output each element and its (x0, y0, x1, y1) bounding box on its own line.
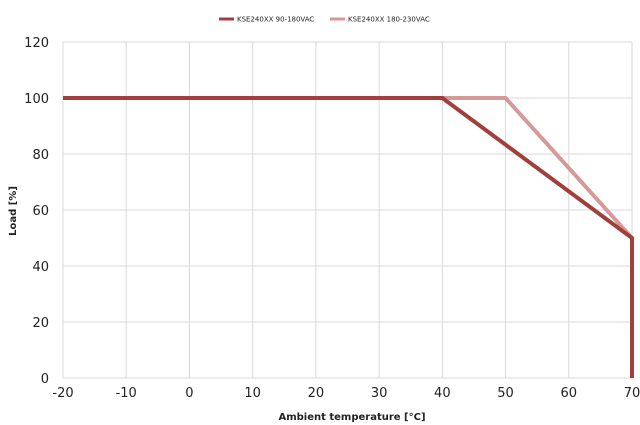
legend: KSE240XX 90-180VAC KSE240XX 180-230VAC (219, 16, 430, 24)
x-tick-label: 20 (308, 386, 325, 401)
y-axis-title: Load [%] (8, 186, 19, 236)
series-line-1 (63, 96, 634, 378)
y-tick-label: 40 (32, 260, 49, 275)
x-tick-label: 40 (434, 386, 451, 401)
y-tick-label: 80 (32, 148, 49, 163)
y-tick-label: 0 (41, 372, 49, 387)
x-tick-label: -20 (52, 386, 73, 401)
x-tick-label: 30 (371, 386, 388, 401)
x-axis-title: Ambient temperature [°C] (278, 412, 425, 423)
y-tick-label: 100 (24, 92, 49, 107)
x-tick-label: 10 (244, 386, 261, 401)
grid (62, 41, 633, 379)
series-lines (63, 96, 634, 378)
x-tick-label: 0 (185, 386, 193, 401)
y-tick-label: 60 (32, 204, 49, 219)
y-tick-label: 120 (24, 36, 49, 51)
legend-label-2: KSE240XX 180-230VAC (348, 16, 430, 24)
x-tick-label: 50 (497, 386, 514, 401)
y-tick-label: 20 (32, 316, 49, 331)
axes: -20 -10 0 10 20 30 40 50 60 70 0 20 40 60 80 100 120 (24, 36, 640, 401)
x-tick-label: -10 (116, 386, 137, 401)
legend-label-1: KSE240XX 90-180VAC (237, 16, 314, 24)
x-tick-label: 60 (561, 386, 578, 401)
series-line-2 (63, 96, 634, 378)
x-tick-label: 70 (624, 386, 640, 401)
